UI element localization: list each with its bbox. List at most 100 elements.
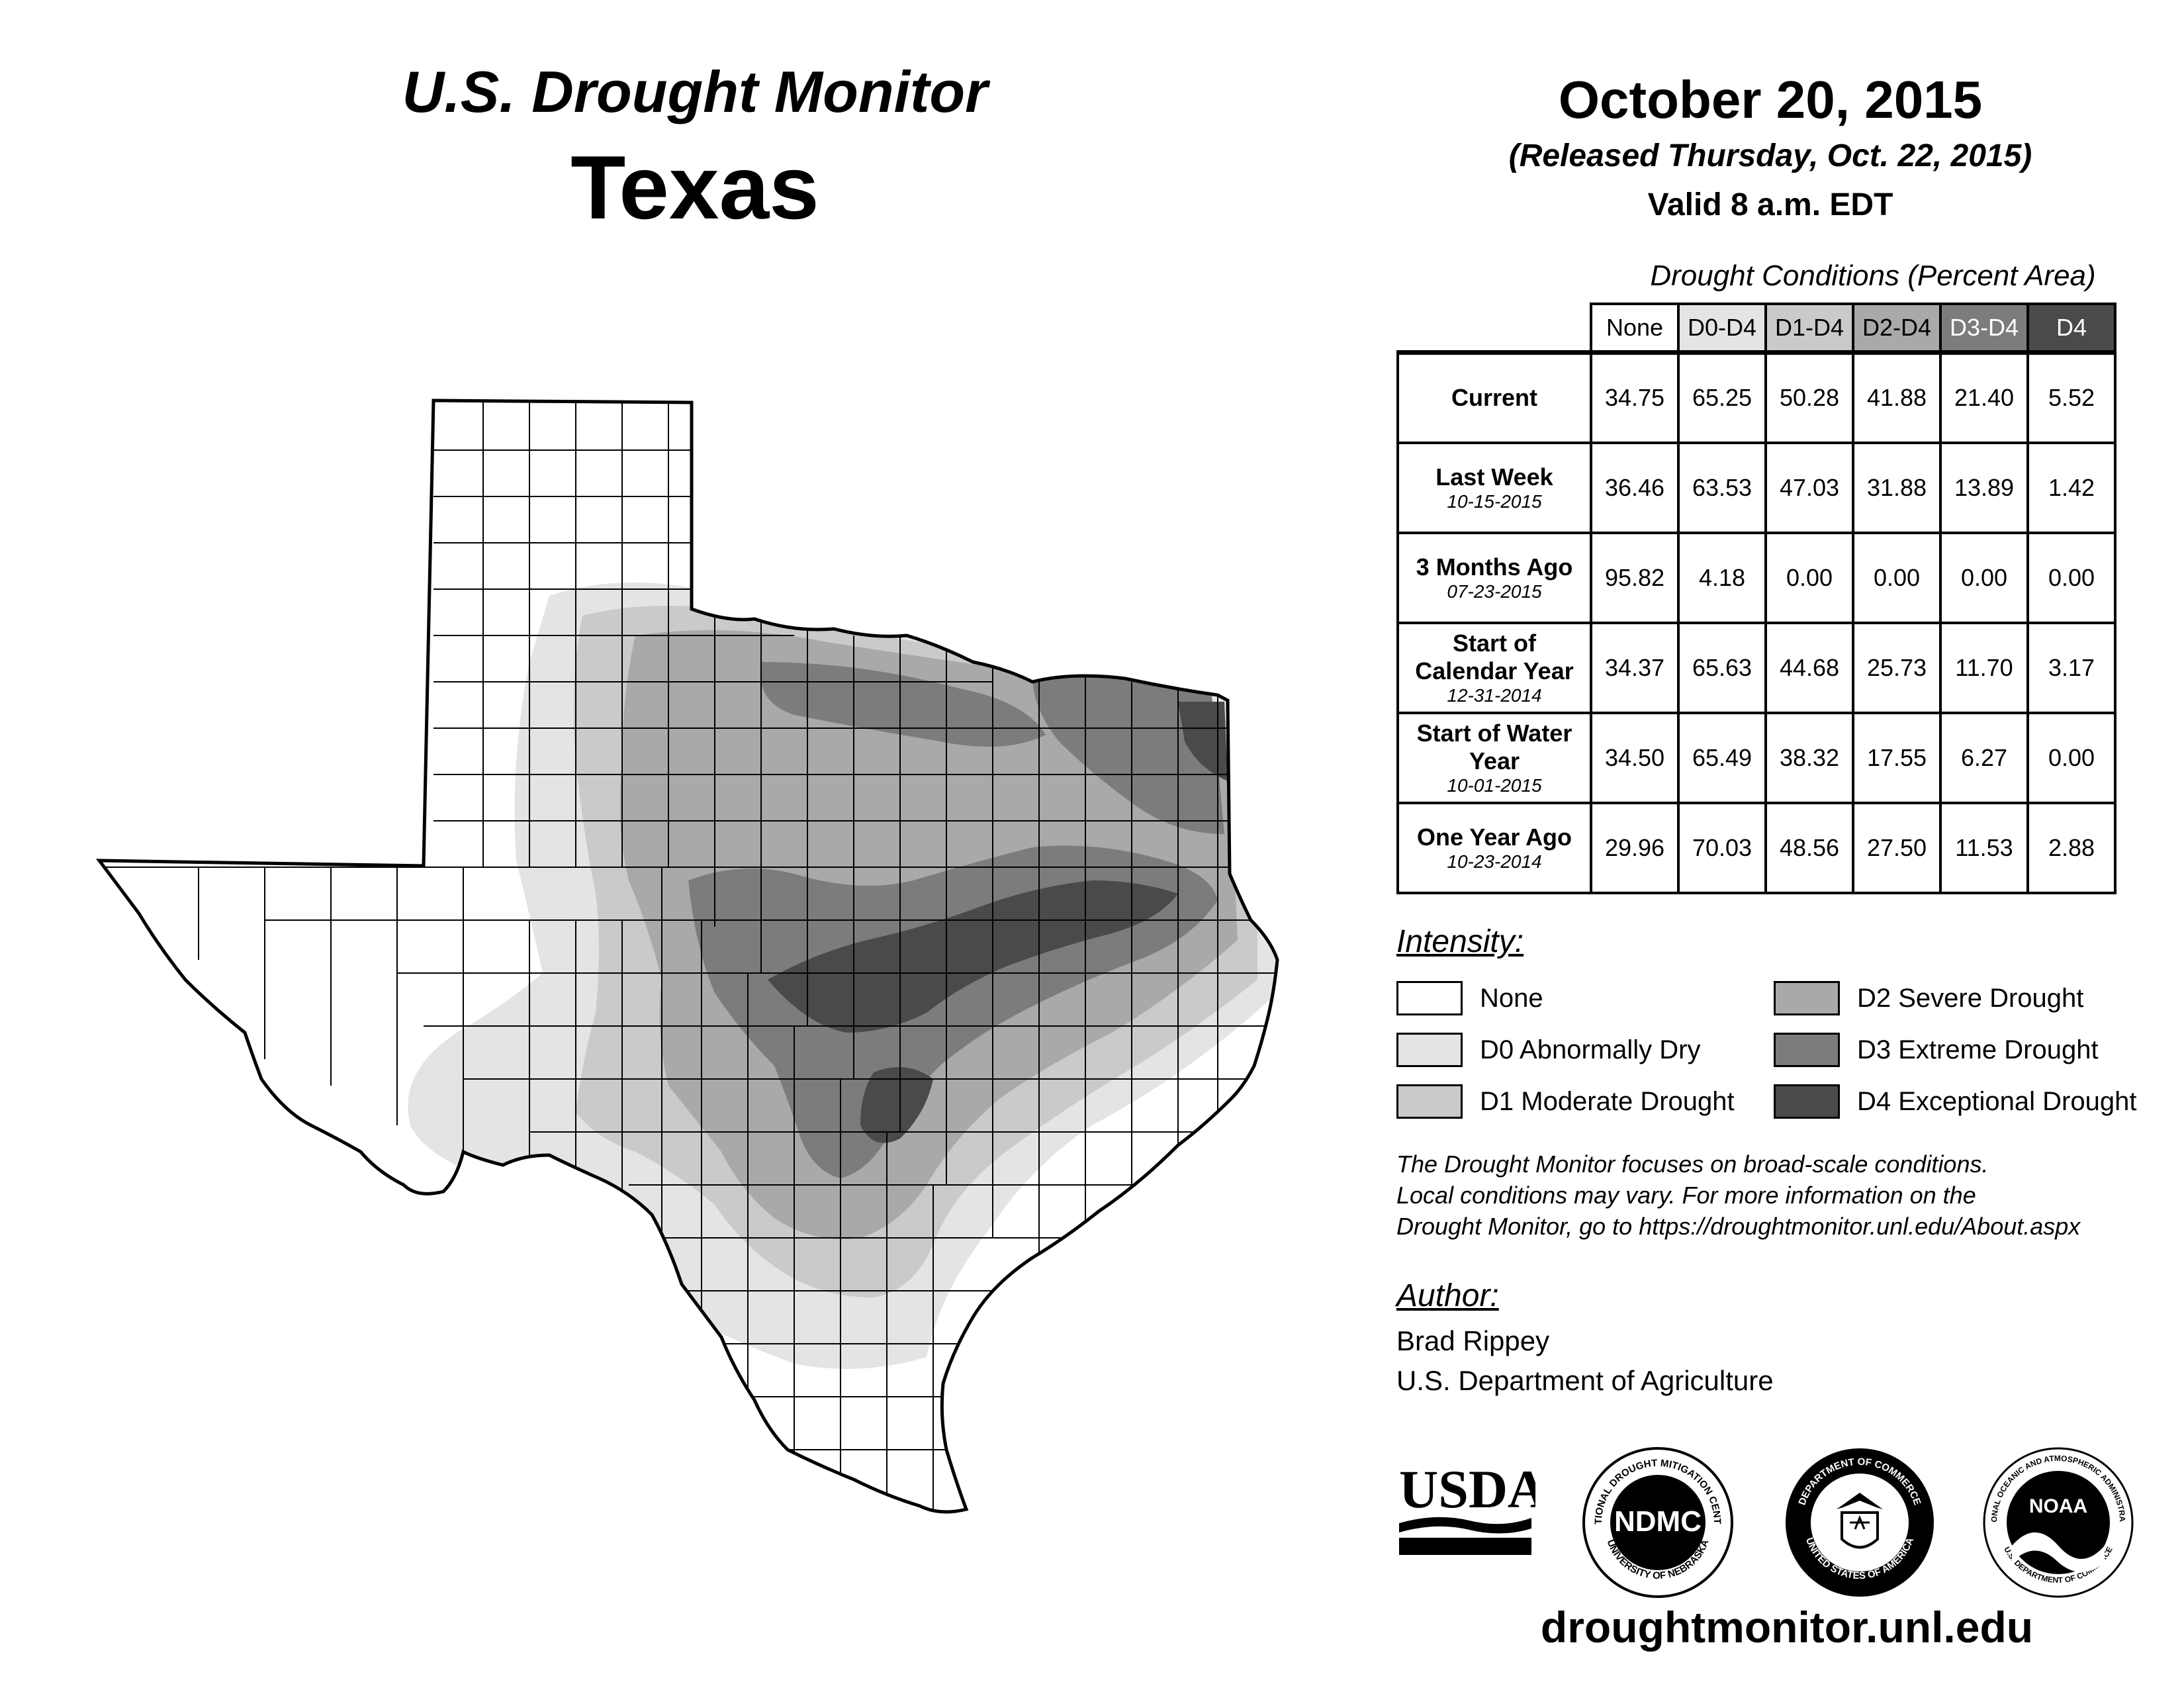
table-row: One Year Ago 10-23-2014 29.96 70.03 48.56… (1396, 801, 2116, 894)
col-d0-d4: D0-D4 (1677, 303, 1767, 354)
table-row: 3 Months Ago 07-23-2015 95.82 4.18 0.00 0… (1396, 531, 2116, 624)
cell: 11.53 (1939, 801, 2029, 894)
shield-icon (1841, 1511, 1879, 1549)
cell: 25.73 (1852, 621, 1942, 714)
legend-title: Intensity: (1396, 924, 1524, 959)
cell: 65.49 (1677, 711, 1767, 804)
disclaimer: The Drought Monitor focuses on broad-sca… (1396, 1149, 2177, 1242)
author-org: U.S. Department of Agriculture (1396, 1365, 1774, 1396)
cell: 65.25 (1677, 350, 1767, 444)
legend-item-d3: D3 Extreme Drought (1774, 1033, 2099, 1067)
cell: 63.53 (1677, 441, 1767, 534)
map-subtitle: U.S. Drought Monitor (402, 59, 988, 124)
cell: 50.28 (1764, 350, 1854, 444)
legend-swatch (1396, 981, 1463, 1015)
cell: 21.40 (1939, 350, 2029, 444)
website-link[interactable]: droughtmonitor.unl.edu (1540, 1603, 2034, 1652)
row-label: Start of Calendar Year 12-31-2014 (1396, 621, 1592, 714)
cell: 34.50 (1590, 711, 1680, 804)
cell: 11.70 (1939, 621, 2029, 714)
cell: 38.32 (1764, 711, 1854, 804)
row-date: 12-31-2014 (1447, 684, 1542, 706)
cell: 4.18 (1677, 531, 1767, 624)
row-date: 10-23-2014 (1447, 851, 1542, 872)
texas-drought-map (95, 399, 1279, 1514)
cell: 27.50 (1852, 801, 1942, 894)
legend-label: D1 Moderate Drought (1480, 1086, 1735, 1116)
disclaimer-line: The Drought Monitor focuses on broad-sca… (1396, 1150, 1989, 1178)
table-row: Start of Calendar Year 12-31-2014 34.37 6… (1396, 621, 2116, 714)
cell: 0.00 (2026, 711, 2116, 804)
noaa-logo: NATIONAL OCEANIC AND ATMOSPHERIC ADMINIS… (1982, 1446, 2134, 1598)
usda-logo-text: USDA (1399, 1460, 1535, 1519)
row-label: Last Week 10-15-2015 (1396, 441, 1592, 534)
noaa-logo-text: NOAA (2029, 1495, 2087, 1517)
commerce-seal: DEPARTMENT OF COMMERCE UNITED STATES OF … (1786, 1448, 1934, 1597)
eagle-icon (1837, 1493, 1883, 1509)
cell: 95.82 (1590, 531, 1680, 624)
legend-swatch (1774, 1084, 1840, 1119)
cell: 34.75 (1590, 350, 1680, 444)
disclaimer-line: Drought Monitor, go to https://droughtmo… (1396, 1213, 2081, 1240)
cell: 3.17 (2026, 621, 2116, 714)
cell: 17.55 (1852, 711, 1942, 804)
cell: 44.68 (1764, 621, 1854, 714)
row-label: Start of Water Year 10-01-2015 (1396, 711, 1592, 804)
legend-swatch (1774, 1033, 1840, 1067)
table-corner (1398, 304, 1591, 354)
table-header-row: None D0-D4 D1-D4 D2-D4 D3-D4 D4 (1398, 303, 2116, 354)
legend-label: None (1480, 983, 1543, 1013)
cell: 0.00 (2026, 531, 2116, 624)
table-row: Current 34.75 65.25 50.28 41.88 21.40 5.… (1396, 350, 2116, 444)
cell: 0.00 (1939, 531, 2029, 624)
legend-label: D3 Extreme Drought (1857, 1035, 2099, 1064)
row-date: 07-23-2015 (1447, 581, 1542, 602)
map-date: October 20, 2015 (1558, 70, 1983, 129)
table-row: Start of Water Year 10-01-2015 34.50 65.4… (1396, 711, 2116, 804)
author-name: Brad Rippey (1396, 1325, 1550, 1356)
noaa-bird-icon (2012, 1532, 2105, 1572)
cell: 36.46 (1590, 441, 1680, 534)
legend-item-d4: D4 Exceptional Drought (1774, 1084, 2136, 1119)
drought-conditions-table: None D0-D4 D1-D4 D2-D4 D3-D4 D4 Current … (1396, 303, 2116, 894)
cell: 2.88 (2026, 801, 2116, 894)
cell: 47.03 (1764, 441, 1854, 534)
legend-label: D0 Abnormally Dry (1480, 1035, 1701, 1064)
legend-swatch (1396, 1084, 1463, 1119)
legend-label: D4 Exceptional Drought (1857, 1086, 2137, 1116)
col-d3-d4: D3-D4 (1939, 303, 2029, 354)
cell: 1.42 (2026, 441, 2116, 534)
usda-logo: USDA (1399, 1460, 1535, 1555)
cell: 0.00 (1764, 531, 1854, 624)
cell: 65.63 (1677, 621, 1767, 714)
table-title: Drought Conditions (Percent Area) (1650, 259, 2096, 292)
col-d1-d4: D1-D4 (1764, 303, 1854, 354)
cell: 48.56 (1764, 801, 1854, 894)
cell: 0.00 (1852, 531, 1942, 624)
row-label: Current (1396, 350, 1592, 444)
author-title: Author: (1396, 1278, 1499, 1313)
cell: 13.89 (1939, 441, 2029, 534)
ndmc-logo: NATIONAL DROUGHT MITIGATION CENTER UNIVE… (1582, 1446, 1733, 1598)
row-label: One Year Ago 10-23-2014 (1396, 801, 1592, 894)
cell: 5.52 (2026, 350, 2116, 444)
row-label: 3 Months Ago 07-23-2015 (1396, 531, 1592, 624)
ndmc-logo-text: NDMC (1614, 1505, 1702, 1538)
col-d4: D4 (2026, 303, 2116, 354)
cell: 34.37 (1590, 621, 1680, 714)
legend-item-d0: D0 Abnormally Dry (1396, 1033, 1700, 1067)
row-date: 10-01-2015 (1447, 774, 1542, 796)
legend-item-d1: D1 Moderate Drought (1396, 1084, 1735, 1119)
table-row: Last Week 10-15-2015 36.46 63.53 47.03 31… (1396, 441, 2116, 534)
col-none: None (1590, 303, 1680, 354)
release-date: (Released Thursday, Oct. 22, 2015) (1508, 138, 2032, 173)
cell: 70.03 (1677, 801, 1767, 894)
disclaimer-line: Local conditions may vary. For more info… (1396, 1182, 1976, 1209)
legend-swatch (1774, 981, 1840, 1015)
cell: 31.88 (1852, 441, 1942, 534)
cell: 41.88 (1852, 350, 1942, 444)
legend-item-none: None (1396, 981, 1543, 1015)
cell: 29.96 (1590, 801, 1680, 894)
legend-swatch (1396, 1033, 1463, 1067)
col-d2-d4: D2-D4 (1852, 303, 1942, 354)
